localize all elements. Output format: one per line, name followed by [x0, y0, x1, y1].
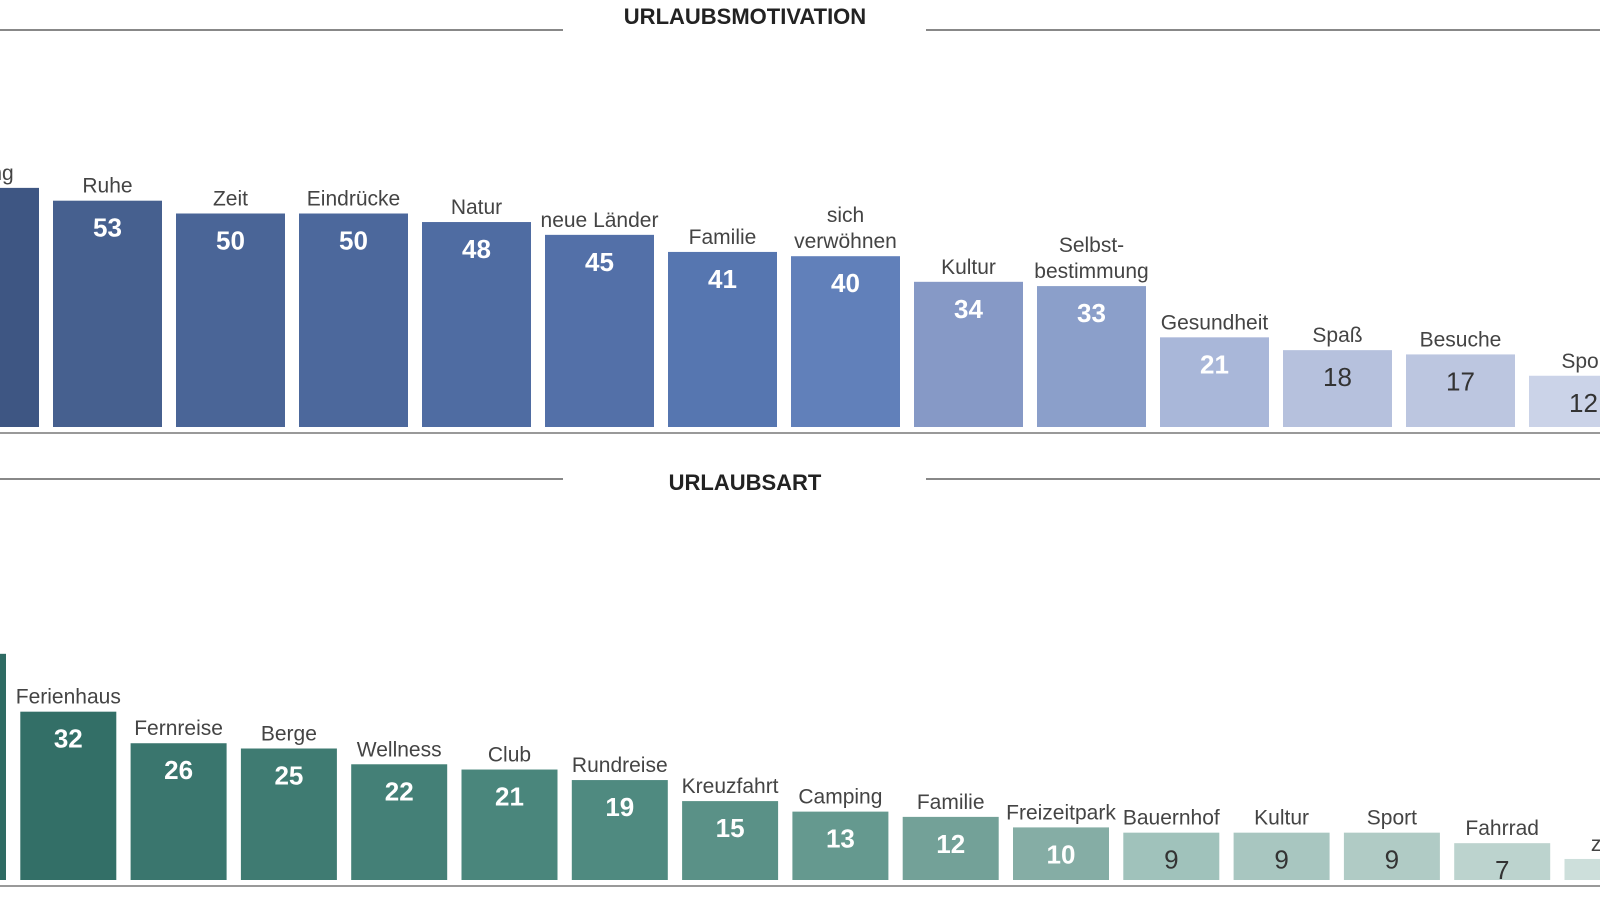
value-label: 48 — [462, 234, 491, 264]
category-label: Familie — [917, 791, 985, 814]
category-label: Kultur — [1254, 807, 1309, 830]
value-label: 21 — [1200, 349, 1229, 379]
value-label: 18 — [1323, 362, 1352, 392]
value-label: 12 — [1569, 388, 1598, 418]
bar — [1406, 354, 1515, 427]
category-label: Ferienhaus — [16, 686, 121, 709]
bar — [545, 234, 654, 427]
value-label: 34 — [954, 294, 983, 324]
bar — [1529, 375, 1600, 427]
category-label: Camping — [798, 786, 882, 809]
bar — [571, 780, 668, 880]
category-label: Zeit — [213, 188, 248, 211]
bar — [1013, 827, 1109, 880]
bar — [1564, 858, 1600, 880]
value-label: 17 — [1446, 366, 1475, 396]
bar — [351, 764, 448, 880]
value-label: 15 — [716, 813, 745, 843]
category-label: Sport — [1367, 807, 1417, 830]
value-label: 32 — [54, 724, 83, 754]
bar — [791, 256, 900, 427]
chart-title: URLAUBSART — [669, 470, 822, 495]
category-label: Natur — [451, 196, 502, 219]
bar — [176, 213, 285, 427]
category-label: Freizeitpark — [1006, 801, 1116, 824]
bar — [461, 769, 558, 880]
category-label: Selbst-bestimmung — [1034, 234, 1148, 283]
category-label: Ruhe — [82, 175, 132, 198]
value-label: 13 — [826, 824, 855, 854]
category-label: Fernreise — [134, 717, 223, 740]
value-label: 50 — [339, 226, 368, 256]
category-label: nnung — [0, 162, 14, 185]
bar — [53, 200, 162, 427]
category-label: Bauernhof — [1123, 807, 1220, 830]
bar — [0, 187, 39, 427]
value-label: 41 — [708, 264, 737, 294]
bar — [0, 653, 6, 880]
value-label: 40 — [831, 268, 860, 298]
bar — [682, 801, 779, 880]
value-label: 7 — [1495, 855, 1509, 885]
value-label: 45 — [585, 247, 614, 277]
category-label: Fahrrad — [1465, 817, 1539, 840]
value-label: 9 — [1385, 845, 1399, 875]
category-label: Rundreise — [572, 754, 668, 777]
bar — [130, 743, 227, 880]
category-label: Besuche — [1420, 328, 1502, 351]
value-label: 22 — [385, 776, 414, 806]
value-label: 10 — [1047, 839, 1076, 869]
value-label: 19 — [605, 792, 634, 822]
category-label: Wellness — [357, 738, 442, 761]
value-label: 21 — [495, 782, 524, 812]
bar — [1160, 337, 1269, 427]
category-label: Kultur — [941, 256, 996, 279]
category-label: Kreuzfahrt — [682, 775, 779, 798]
bar — [1454, 843, 1551, 880]
value-label: 26 — [164, 755, 193, 785]
bar — [299, 213, 408, 427]
category-label: zu H — [1591, 833, 1600, 856]
category-label: sich verwöhnen — [794, 204, 897, 253]
value-label: 53 — [93, 213, 122, 243]
category-label: Eindrücke — [307, 188, 400, 211]
category-label: Familie — [689, 226, 757, 249]
bar — [1343, 832, 1440, 880]
bar — [1037, 286, 1146, 427]
category-label: Gesundheit — [1161, 311, 1269, 334]
value-label: 33 — [1077, 298, 1106, 328]
bar — [20, 711, 117, 880]
bar — [914, 281, 1023, 427]
value-label: 25 — [274, 761, 303, 791]
value-label: 50 — [216, 226, 245, 256]
category-label: neue Länder — [541, 209, 659, 232]
bar — [422, 222, 531, 427]
bar — [1233, 832, 1330, 880]
bar — [1123, 832, 1220, 880]
value-label: 12 — [936, 829, 965, 859]
bar — [792, 811, 889, 880]
bar — [668, 251, 777, 427]
bar — [902, 816, 999, 880]
category-label: Spaß — [1312, 324, 1362, 347]
chart-title: URLAUBSMOTIVATION — [624, 4, 866, 29]
bar — [1283, 350, 1392, 427]
category-label: Spor — [1561, 350, 1600, 373]
category-label: Club — [488, 744, 531, 767]
bar — [240, 748, 337, 880]
value-label: 9 — [1164, 845, 1178, 875]
value-label: 9 — [1274, 845, 1288, 875]
category-label: Berge — [261, 723, 317, 746]
